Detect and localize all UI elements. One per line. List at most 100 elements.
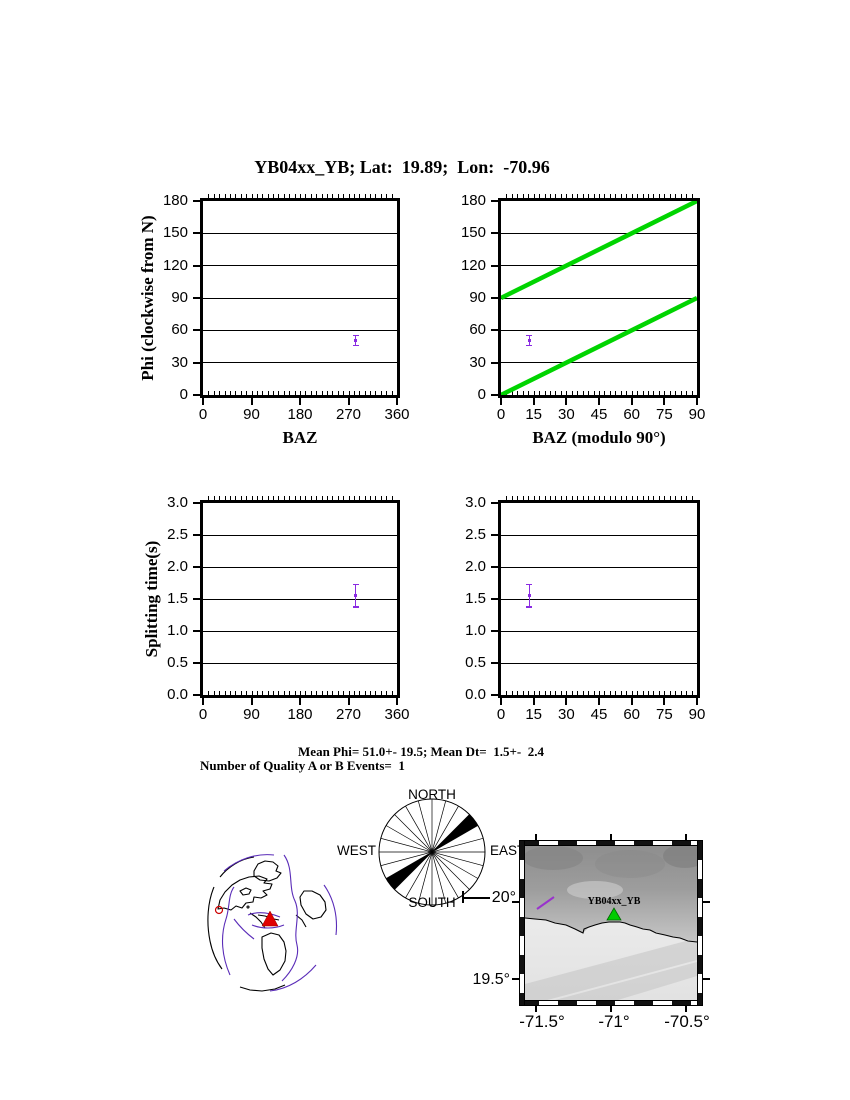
x-minor-tick — [609, 496, 611, 501]
x-minor-tick — [375, 496, 377, 501]
x-minor-tick — [229, 496, 231, 501]
y-gridline — [203, 630, 397, 632]
x-minor-tick — [577, 691, 579, 695]
y-tick-label: 90 — [171, 289, 188, 306]
x-tick-label: 0 — [198, 706, 208, 723]
x-minor-tick — [283, 391, 285, 395]
x-minor-tick — [235, 391, 237, 395]
y-tick-label: 2.5 — [465, 526, 486, 543]
x-minor-tick — [348, 194, 350, 199]
x-minor-tick — [262, 496, 264, 501]
x-minor-tick — [235, 691, 237, 695]
x-minor-tick — [321, 496, 323, 501]
x-minor-tick — [582, 496, 584, 501]
x-tick-mark — [598, 698, 600, 705]
x-minor-tick — [664, 496, 666, 501]
x-tick-label: 30 — [557, 706, 575, 723]
x-minor-tick — [539, 691, 541, 695]
x-minor-tick — [380, 691, 382, 695]
x-tick-label: 0 — [198, 406, 208, 423]
x-minor-tick — [675, 691, 677, 695]
x-minor-tick — [609, 691, 611, 695]
x-minor-tick — [251, 194, 253, 199]
y-tick-mark — [491, 534, 498, 536]
x-minor-tick — [528, 496, 530, 501]
map-tick — [610, 834, 612, 840]
x-tick-mark — [663, 398, 666, 405]
x-minor-tick — [213, 496, 215, 501]
x-tick-mark — [500, 698, 502, 705]
x-minor-tick — [337, 391, 339, 395]
y-tick-label: 0 — [179, 386, 188, 403]
map-lon-label: -71.5° — [519, 1012, 565, 1031]
x-minor-tick — [224, 391, 226, 395]
x-minor-tick — [219, 391, 221, 395]
x-minor-tick — [240, 194, 242, 199]
x-minor-tick — [208, 391, 210, 395]
y-tick-mark — [491, 264, 498, 267]
island-dot — [246, 905, 250, 909]
x-tick-mark — [696, 698, 698, 705]
x-minor-tick — [278, 691, 280, 695]
x-axis-title: BAZ (modulo 90°) — [532, 428, 666, 447]
x-tick-label: 75 — [655, 406, 673, 423]
y-tick-mark — [193, 566, 200, 568]
x-minor-tick — [593, 496, 595, 501]
x-minor-tick — [566, 691, 568, 695]
y-tick-label: 1.5 — [465, 590, 486, 607]
x-minor-tick — [246, 691, 248, 695]
x-tick-label: 180 — [287, 706, 313, 723]
x-minor-tick — [370, 391, 372, 395]
x-minor-tick — [642, 496, 644, 501]
x-minor-tick — [599, 391, 600, 395]
plate-boundary-caribbean — [247, 912, 285, 929]
x-tick-label: 90 — [688, 406, 706, 423]
y-tick-mark — [193, 297, 200, 299]
coastline-pacific-rim — [207, 856, 255, 970]
map-tick — [535, 834, 537, 840]
x-minor-tick — [669, 391, 671, 395]
x-minor-tick — [577, 391, 579, 395]
x-minor-tick — [637, 194, 639, 199]
map-tick — [685, 834, 687, 840]
x-minor-tick — [326, 691, 328, 695]
map-lon-label: -70.5° — [664, 1012, 710, 1031]
map-frame-left — [519, 840, 525, 1006]
azimuth-rose-diagram — [378, 798, 486, 906]
y-tick-label: 0.5 — [167, 654, 188, 671]
dt-vs-baz-plot: 0.0 0.5 1.0 1.5 2.0 2.5 3.0 0 90 180 270 360 — [167, 494, 409, 723]
y-tick-label: 90 — [469, 289, 486, 306]
x-minor-tick — [544, 496, 546, 501]
y-gridline — [501, 662, 697, 664]
x-tick-label: 0 — [496, 406, 506, 423]
x-minor-tick — [310, 391, 312, 395]
data-point — [527, 339, 531, 343]
x-minor-tick — [571, 194, 573, 199]
x-minor-tick — [256, 391, 258, 395]
x-minor-tick — [375, 391, 377, 395]
x-tick-mark — [565, 398, 568, 405]
x-minor-tick — [533, 391, 535, 395]
x-minor-tick — [316, 496, 318, 501]
x-minor-tick — [599, 496, 600, 501]
x-minor-tick — [235, 194, 237, 199]
x-minor-tick — [326, 496, 328, 501]
x-minor-tick — [571, 391, 573, 395]
x-minor-tick — [609, 194, 611, 199]
x-minor-tick — [289, 496, 291, 501]
x-minor-tick — [517, 496, 519, 501]
map-tick — [685, 1006, 687, 1012]
x-minor-tick — [300, 496, 301, 501]
ridge-shading — [525, 938, 697, 1000]
y-tick-label: 0 — [477, 386, 486, 403]
x-minor-tick — [364, 391, 366, 395]
x-minor-tick — [642, 391, 644, 395]
rose-north-label: NORTH — [408, 787, 456, 802]
coastline-hudson — [239, 887, 252, 896]
x-minor-tick — [588, 496, 590, 501]
y-tick-mark — [193, 264, 200, 267]
y-gridline — [203, 566, 397, 568]
x-minor-tick — [246, 391, 248, 395]
x-minor-tick — [544, 691, 546, 695]
y-gridline — [203, 265, 397, 267]
